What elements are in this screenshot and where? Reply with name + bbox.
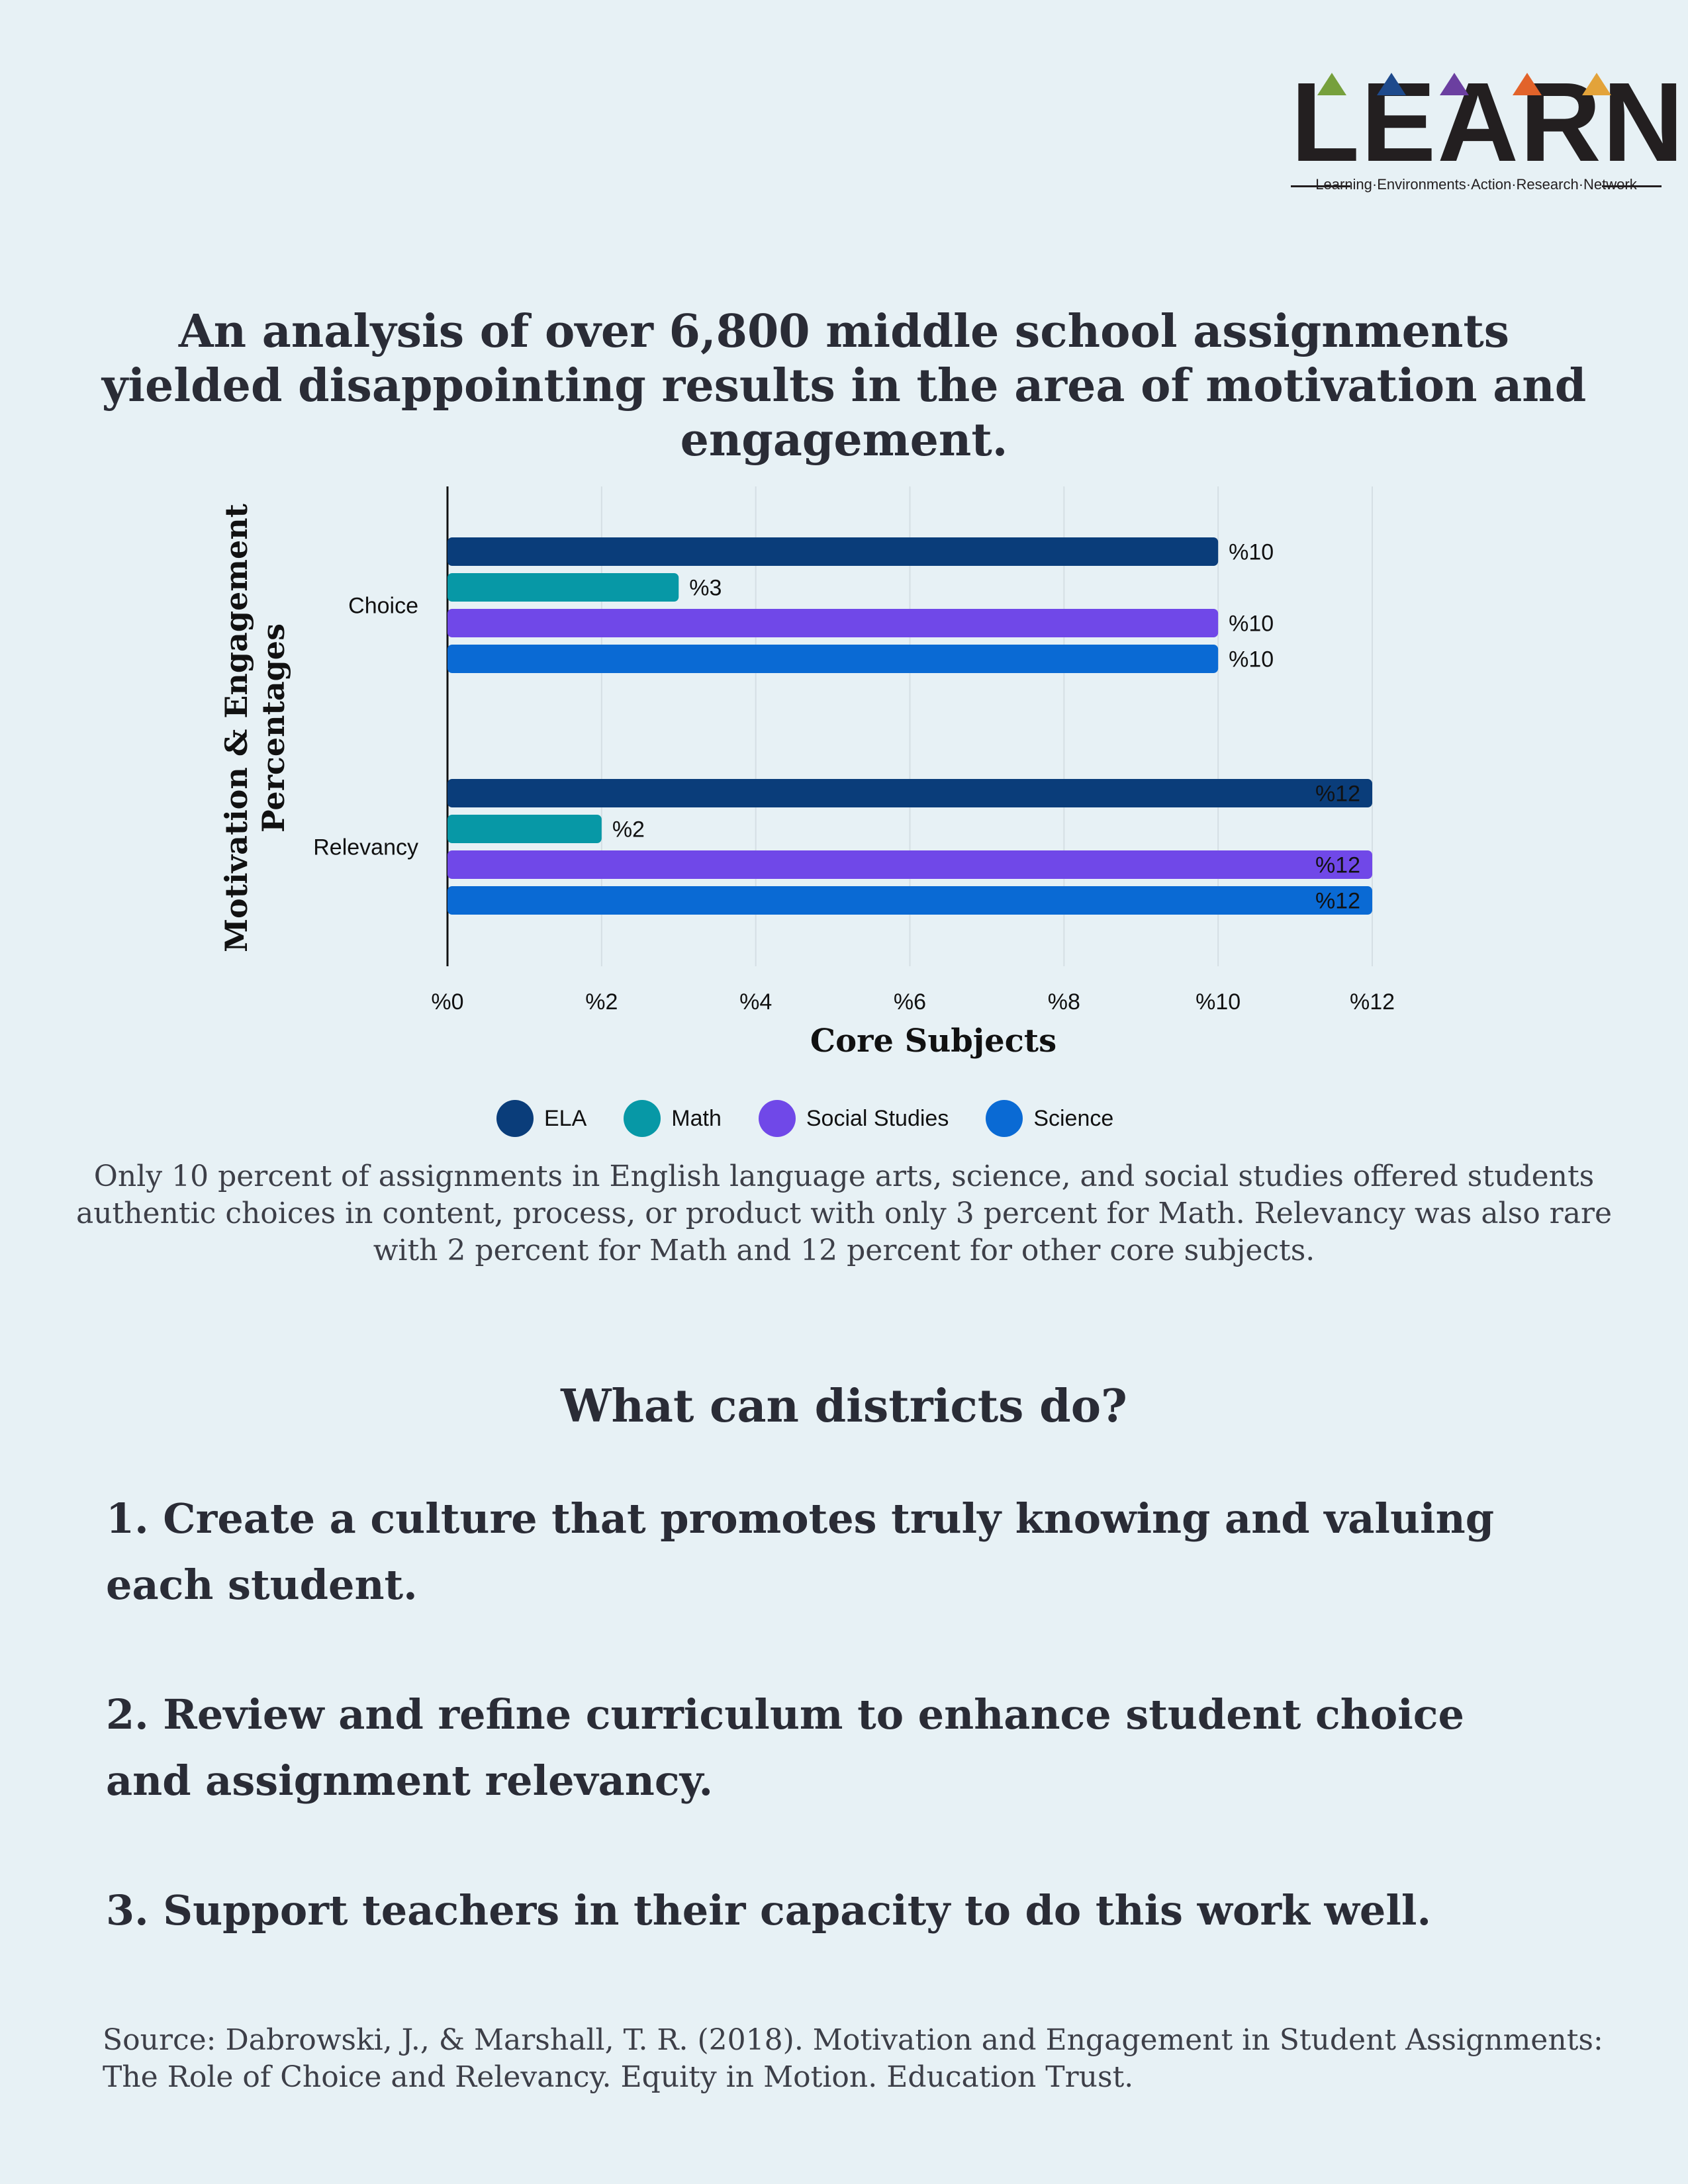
data-label: %3 — [689, 576, 722, 601]
bar — [447, 537, 1219, 566]
data-label: %10 — [1229, 540, 1274, 565]
legend-label: Math — [671, 1105, 722, 1131]
legend-label: Social Studies — [806, 1105, 949, 1131]
legend-item: Science — [986, 1100, 1113, 1137]
logo-rule-right — [1602, 185, 1662, 187]
x-tick-label: %2 — [585, 989, 618, 1015]
bar-chart: %0 %2 %4 %6 %8 %10 %12 Choice %10 %3 %10 %10 Relevan… — [313, 486, 1395, 1015]
bar — [447, 815, 602, 843]
chart-legend: ELA Math Social Studies Science — [496, 1099, 1192, 1138]
bar — [447, 886, 1372, 915]
step-item: 1. Create a culture that promotes truly … — [106, 1494, 1495, 1609]
x-tick-label: %0 — [431, 989, 463, 1015]
summary-paragraph: Only 10 percent of assignments in Englis… — [75, 1160, 1613, 1267]
bar — [447, 850, 1372, 879]
step-item: 3. Support teachers in their capacity to… — [106, 1886, 1432, 1934]
x-tick-label: %8 — [1048, 989, 1080, 1015]
legend-swatch — [496, 1100, 534, 1137]
category-label: Relevancy — [313, 835, 418, 860]
data-label: %2 — [612, 817, 645, 842]
legend-swatch — [624, 1100, 661, 1137]
bar — [447, 779, 1372, 807]
legend-swatch — [758, 1100, 796, 1137]
bar — [447, 609, 1219, 637]
logo-wordmark: LEARN — [1291, 60, 1685, 185]
logo-accent — [1513, 73, 1542, 95]
data-label: %12 — [1315, 889, 1360, 914]
logo-rule-left — [1291, 185, 1350, 187]
headline: An analysis of over 6,800 middle school … — [101, 305, 1587, 467]
legend-label: Science — [1033, 1105, 1114, 1131]
source-citation: Source: Dabrowski, J., & Marshall, T. R.… — [103, 2023, 1603, 2094]
logo-accent — [1377, 73, 1406, 95]
legend-swatch — [986, 1100, 1023, 1137]
legend-item: Social Studies — [758, 1100, 949, 1137]
bar — [447, 645, 1219, 673]
logo-accent — [1582, 73, 1611, 95]
learn-logo: LEARN Learning·Environments·Action·Resea… — [1291, 60, 1685, 195]
logo-accent — [1440, 73, 1469, 95]
category-label: Choice — [348, 594, 418, 619]
legend-item: ELA — [496, 1100, 586, 1137]
step-item: 2. Review and refine curriculum to enhan… — [106, 1690, 1464, 1805]
x-tick-label: %10 — [1196, 989, 1241, 1015]
x-tick-label: %4 — [739, 989, 772, 1015]
bar — [447, 573, 679, 602]
data-label: %10 — [1229, 647, 1274, 672]
data-label: %12 — [1315, 853, 1360, 878]
data-label: %12 — [1315, 782, 1360, 807]
logo-accent — [1317, 73, 1346, 95]
data-label: %10 — [1229, 612, 1274, 637]
legend-item: Math — [624, 1100, 722, 1137]
section-heading: What can districts do? — [561, 1380, 1127, 1433]
x-tick-label: %12 — [1350, 989, 1395, 1015]
x-tick-label: %6 — [894, 989, 926, 1015]
legend-label: ELA — [544, 1105, 587, 1131]
y-axis-label: Motivation & Engagement Percentages — [218, 504, 291, 952]
x-axis-label: Core Subjects — [810, 1023, 1057, 1060]
logo-tagline: Learning·Environments·Action·Research·Ne… — [1315, 176, 1637, 193]
steps-list: 1. Create a culture that promotes truly … — [106, 1486, 1562, 2007]
